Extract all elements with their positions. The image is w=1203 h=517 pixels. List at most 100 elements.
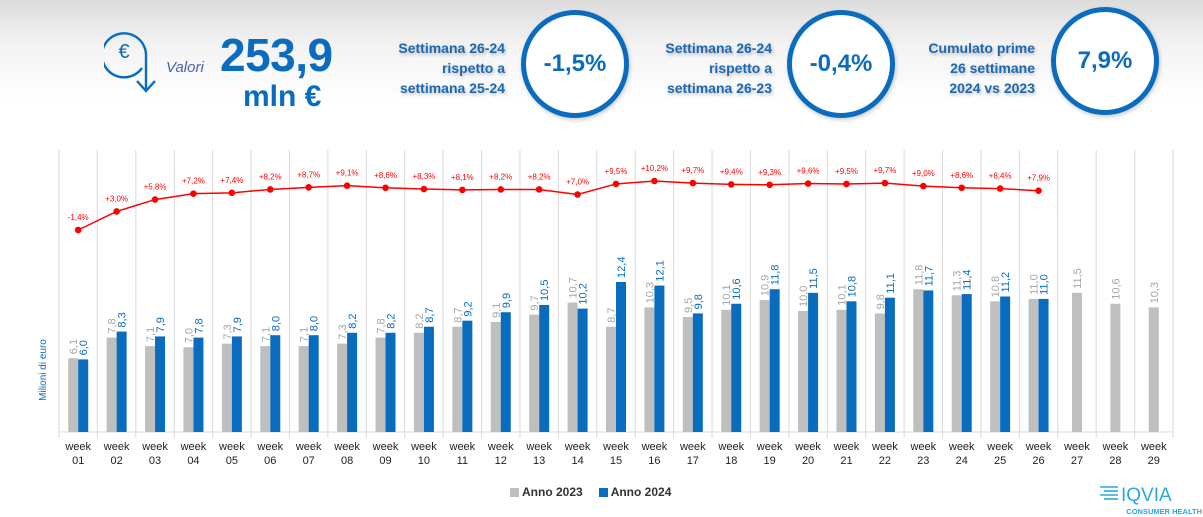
weekly-sales-chart: -1,4% +3,0% +5,8% +7,2% +7,4% +8,2% +8,7% +9,1%… [38, 150, 1174, 467]
growth-label: +9,6% [797, 167, 820, 176]
data-label-2023: 11,8 [913, 265, 925, 286]
bar-2023 [529, 314, 540, 432]
x-tick-label: week [948, 441, 975, 453]
x-tick-label: week [103, 441, 130, 453]
y-axis-label: Milioni di euro [38, 339, 49, 401]
iqvia-lines-icon [1100, 486, 1118, 500]
growth-point [651, 177, 658, 185]
growth-line: -1,4% +3,0% +5,8% +7,2% +7,4% +8,2% +8,7% +9,1%… [68, 164, 1050, 234]
bar-2023 [1028, 298, 1039, 432]
x-tick-label: 22 [879, 455, 891, 467]
kpi-label-line: Settimana 26-24 [398, 40, 505, 56]
data-label-2024: 10,5 [539, 280, 551, 301]
growth-point [843, 180, 850, 188]
growth-point [612, 180, 620, 188]
x-tick-label: 06 [264, 455, 276, 467]
data-label-2024: 12,1 [654, 260, 666, 281]
x-tick-label: 10 [418, 455, 430, 467]
x-tick-label: 15 [610, 455, 622, 467]
data-label-2024: 8,3 [117, 312, 129, 327]
x-tick-label: 21 [840, 455, 852, 467]
kpi-label-line: Settimana 26-24 [665, 40, 772, 56]
data-label-2024: 7,9 [155, 317, 167, 332]
data-label-2023: 10,3 [1149, 282, 1161, 303]
bar-2024 [78, 359, 89, 432]
x-tick-label: 28 [1109, 455, 1121, 467]
bar-2024 [116, 331, 127, 432]
bar-2023 [413, 332, 424, 432]
growth-label: +7,0% [566, 178, 589, 187]
data-label-2023: 10,1 [721, 284, 733, 305]
x-tick-label: week [871, 441, 898, 453]
iqvia-logo: IQVIA CONSUMER HEALTH [1100, 485, 1202, 516]
x-tick-label: week [717, 441, 744, 453]
x-tick-label: week [295, 441, 322, 453]
data-label-2023: 9,8 [875, 294, 887, 309]
bar-2024 [462, 320, 473, 432]
x-tick-label: week [487, 441, 514, 453]
x-tick-label: 12 [495, 455, 507, 467]
growth-label: +9,3% [758, 168, 781, 177]
kpi-label-line: 2024 vs 2023 [949, 80, 1035, 96]
kpi-label-yoy-week: Settimana 26-24 rispetto a settimana 26-… [612, 38, 772, 98]
x-tick-label: 24 [956, 455, 968, 467]
kpi-label-line: rispetto a [708, 60, 772, 76]
bar-2023 [1071, 292, 1082, 432]
bar-2024 [155, 336, 166, 432]
growth-label: +10,2% [641, 164, 668, 173]
growth-label: +8,3% [412, 172, 435, 181]
x-tick-label: week [1140, 441, 1167, 453]
data-label-2024: 9,8 [693, 294, 705, 309]
growth-label: +8,1% [451, 173, 474, 182]
bar-2024 [1038, 298, 1049, 432]
data-label-2023: 7,3 [337, 324, 349, 339]
bar-2023 [990, 301, 1001, 432]
x-tick-label: week [141, 441, 168, 453]
x-tick-label: week [986, 441, 1013, 453]
x-tick-label: 23 [917, 455, 929, 467]
data-label-2024: 11,8 [770, 265, 782, 286]
x-tick-label: week [641, 441, 668, 453]
bar-2024 [270, 335, 281, 432]
bar-2023 [798, 311, 809, 432]
growth-point [766, 181, 773, 189]
growth-point [1035, 187, 1042, 195]
bar-2023 [221, 343, 232, 432]
data-label-2023: 7,1 [260, 327, 272, 342]
data-label-2023: 8,7 [452, 307, 464, 322]
bar-2023 [759, 300, 770, 432]
growth-point [958, 184, 966, 192]
x-tick-label: 14 [571, 455, 583, 467]
x-tick-label: 11 [457, 455, 468, 467]
x-tick-label: 08 [341, 455, 353, 467]
bar-2024 [577, 308, 588, 432]
x-tick-label: week [449, 441, 476, 453]
bar-2023 [721, 309, 732, 432]
x-tick-label: week [180, 441, 207, 453]
growth-point [689, 179, 697, 187]
data-label-2023: 9,5 [683, 298, 695, 313]
bar-2024 [423, 326, 434, 432]
data-labels: 6,16,07,88,37,17,97,07,8 7,37,97,18,07,18… [68, 257, 1161, 356]
data-label-2023: 10,1 [836, 284, 848, 305]
kpi-circle-weekly: -1,5% [521, 10, 629, 118]
growth-point [535, 186, 543, 193]
kpi-label-cumulative: Cumulato prime 26 settimane 2024 vs 2023 [880, 38, 1035, 98]
data-label-2023: 8,7 [606, 307, 618, 322]
data-label-2024: 11,2 [1000, 272, 1012, 293]
growth-point [266, 186, 274, 193]
growth-label: +5,8% [144, 183, 167, 192]
bar-2024 [539, 304, 550, 432]
svg-text:€: € [118, 41, 129, 63]
x-tick-label: 19 [764, 455, 776, 467]
data-label-2024: 11,0 [1039, 274, 1051, 295]
chart-legend: Anno 2023 Anno 2024 [510, 485, 671, 499]
x-tick-label: week [1102, 441, 1129, 453]
data-label-2023: 7,8 [376, 318, 388, 333]
growth-point [74, 226, 82, 234]
x-tick-label: 05 [226, 455, 238, 467]
growth-point [305, 184, 312, 191]
data-label-2023: 10,7 [568, 277, 580, 298]
x-tick-label: week [756, 441, 783, 453]
x-tick-label: 07 [303, 455, 315, 467]
